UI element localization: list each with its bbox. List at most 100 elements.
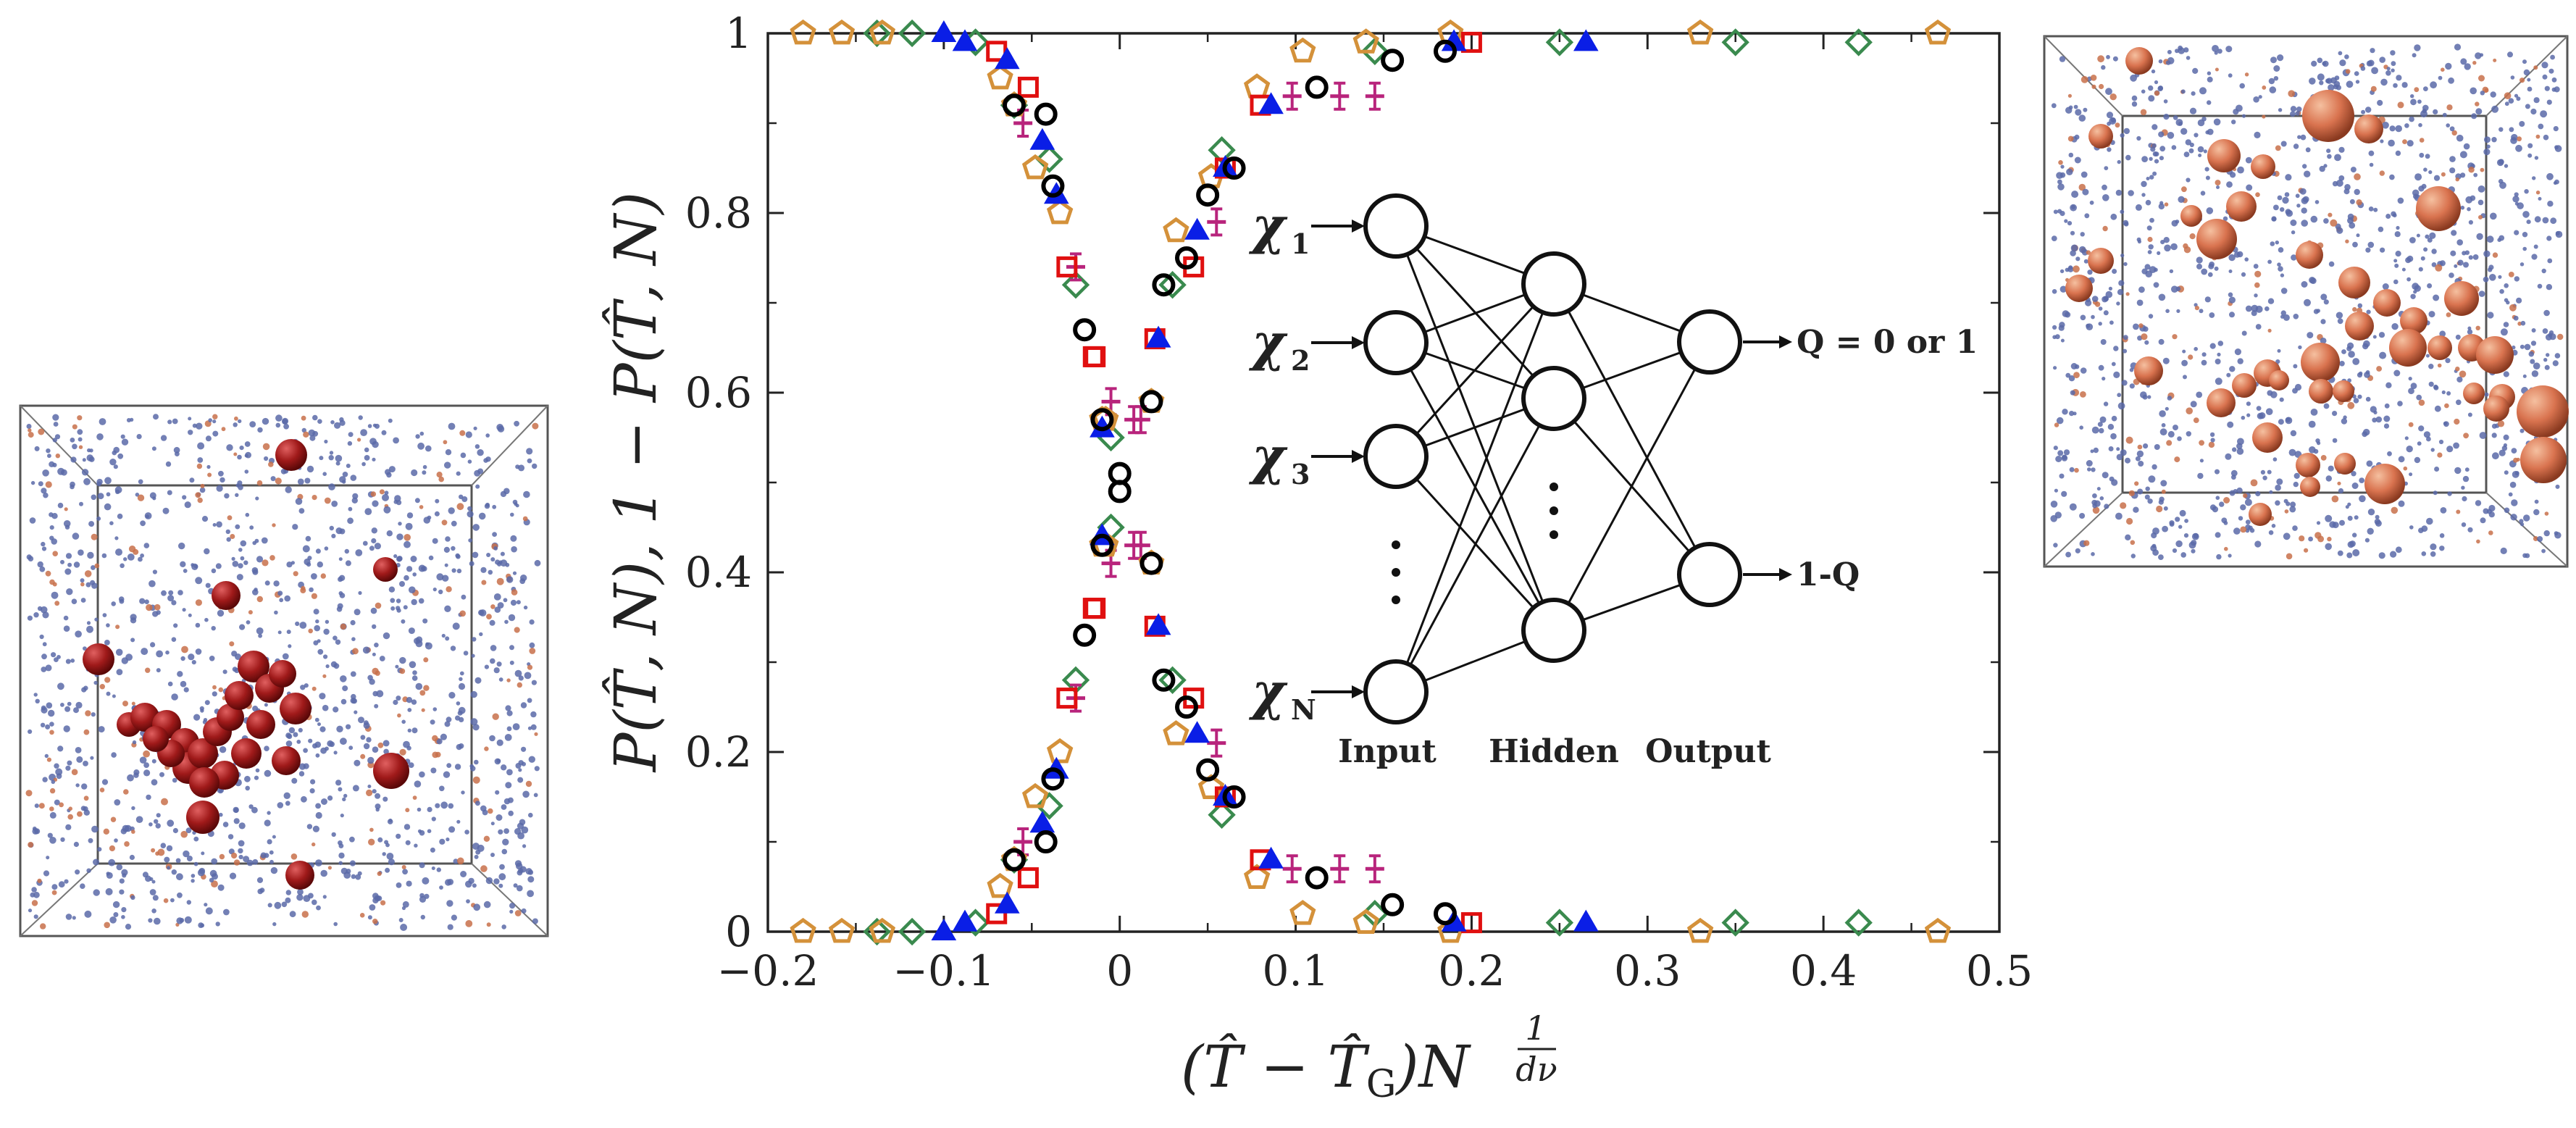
particle-dot xyxy=(2284,509,2289,514)
particle-dot xyxy=(49,730,54,735)
particle-dot xyxy=(2136,135,2141,141)
particle-dot xyxy=(2347,515,2353,521)
particle-dot xyxy=(450,646,456,651)
data-point xyxy=(1145,613,1171,635)
particle-dot xyxy=(423,685,430,691)
particle-dot xyxy=(238,419,242,424)
particle-dot xyxy=(2282,196,2289,204)
particle-dot xyxy=(114,799,121,806)
particle-dot xyxy=(360,753,366,759)
particle-dot xyxy=(2284,192,2290,197)
particle-dot xyxy=(2265,408,2273,415)
particle-dot xyxy=(103,828,109,835)
particle-dot xyxy=(425,445,432,452)
particle-dot xyxy=(2456,509,2461,514)
particle-dot xyxy=(83,761,88,766)
particle-dot xyxy=(2419,138,2425,143)
particle-dot xyxy=(2520,320,2526,326)
particle-dot xyxy=(2488,530,2493,535)
particle-dot xyxy=(2238,516,2243,521)
data-point xyxy=(995,47,1020,70)
particle-dot xyxy=(2101,64,2106,70)
particle-dot xyxy=(125,924,132,930)
particle-dot xyxy=(362,540,368,546)
data-point xyxy=(1158,666,1187,694)
particle-dot xyxy=(415,434,420,439)
particle-dot xyxy=(252,540,257,546)
particle-dot xyxy=(2209,312,2215,318)
particle-dot xyxy=(197,869,205,877)
particle-dot xyxy=(2207,71,2212,75)
particle-dot xyxy=(321,798,327,805)
particle-dot xyxy=(410,556,417,562)
particle-dot xyxy=(511,546,517,553)
particle-dot xyxy=(2352,532,2357,538)
particle-dot xyxy=(345,560,351,567)
particle-dot xyxy=(2070,390,2075,396)
particle-dot xyxy=(2451,230,2457,236)
particle-dot xyxy=(2491,105,2499,113)
particle-dot xyxy=(75,869,80,875)
particle-dot xyxy=(180,830,188,838)
particle-dot xyxy=(2067,135,2074,142)
particle-dot xyxy=(108,858,116,866)
x-tick-label: −0.2 xyxy=(717,946,819,995)
particle-dot xyxy=(504,734,512,741)
particle-dot xyxy=(2181,359,2188,367)
particle-dot xyxy=(456,503,464,511)
particle-dot xyxy=(2461,522,2467,527)
particle-dot xyxy=(165,461,172,467)
particle-dot xyxy=(2554,179,2559,185)
particle-dot xyxy=(2212,45,2219,52)
particle-dot xyxy=(2492,252,2498,258)
particle-dot xyxy=(195,599,202,606)
right-box-edge xyxy=(2044,492,2123,567)
particle-dot xyxy=(2418,527,2424,533)
particle-dot xyxy=(248,804,254,809)
particle-dot xyxy=(75,630,82,638)
particle-dot xyxy=(211,626,216,631)
data-point xyxy=(1082,598,1104,619)
particle-dot xyxy=(154,603,161,611)
particle-dot xyxy=(135,493,140,497)
particle-dot xyxy=(2254,540,2262,548)
particle-dot xyxy=(382,493,389,501)
particle-dot xyxy=(441,633,446,638)
particle-dot xyxy=(2050,515,2057,522)
particle-dot xyxy=(2271,524,2276,528)
particle-dot xyxy=(282,419,288,425)
particle-dot xyxy=(531,680,538,685)
particle-dot xyxy=(2062,454,2067,460)
particle-dot xyxy=(2196,256,2203,264)
particle-dot xyxy=(2138,323,2144,328)
particle-dot xyxy=(456,819,461,824)
particle-dot xyxy=(2109,320,2114,325)
cluster-sphere xyxy=(189,767,219,798)
particle-dot xyxy=(2409,525,2414,530)
particle-dot xyxy=(2311,60,2317,67)
particle-dot xyxy=(116,669,123,675)
particle-dot xyxy=(2175,49,2179,54)
particle-dot xyxy=(2302,196,2309,203)
particle-dot xyxy=(131,806,135,811)
particle-dot xyxy=(2286,209,2293,217)
particle-dot xyxy=(2307,332,2314,339)
particle-dot xyxy=(71,769,78,775)
particle-dot xyxy=(2275,500,2280,506)
particle-dot xyxy=(219,853,225,860)
particle-dot xyxy=(403,740,410,748)
particle-dot xyxy=(2428,170,2433,175)
particle-dot xyxy=(473,903,481,911)
particle-dot xyxy=(238,854,243,860)
particle-dot xyxy=(2522,211,2530,218)
particle-dot xyxy=(297,478,304,485)
particle-dot xyxy=(59,802,64,808)
data-point xyxy=(1844,28,1873,57)
particle-dot xyxy=(503,488,510,495)
particle-dot xyxy=(484,746,489,751)
particle-dot xyxy=(2280,310,2286,316)
particle-dot xyxy=(2209,343,2216,349)
particle-dot xyxy=(244,454,248,458)
particle-dot xyxy=(106,623,110,627)
particle-dot xyxy=(2446,446,2454,453)
